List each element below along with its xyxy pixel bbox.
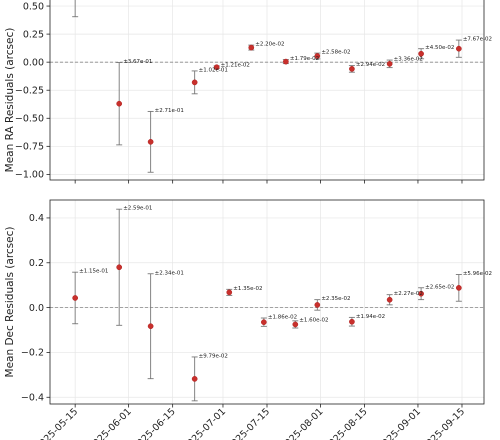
x-tick-label-8: 2025-09-15 [420, 406, 467, 440]
ra-error-label-1: ±3.67e-01 [123, 59, 152, 65]
dec-point-11 [455, 285, 462, 291]
ra-error-label-3: ±1.02e-01 [199, 67, 228, 73]
dec-point-7 [314, 302, 321, 308]
dec-plot-frame [49, 199, 485, 405]
dec-error-label-0: ±1.15e-01 [79, 269, 108, 275]
ra-y-tick-label-1: 0.25 [23, 29, 44, 40]
x-tick-label-7: 2025-09-01 [376, 406, 423, 440]
dec-error-label-6: ±1.60e-02 [299, 317, 328, 323]
ra-error-label-6: ±1.79e-02 [290, 56, 319, 62]
ra-plot-frame [49, 0, 485, 181]
dec-error-label-11: ±5.96e-02 [463, 271, 492, 277]
ra-point-4 [213, 64, 220, 71]
dec-error-label-8: ±1.94e-02 [356, 314, 385, 320]
dec-point-2 [147, 323, 154, 330]
ra-error-label-9: ±3.36e-02 [394, 57, 423, 63]
x-tick-label-5: 2025-08-01 [279, 406, 326, 440]
dec-point-4 [226, 289, 233, 296]
ra-y-tick-label-0: 0.50 [23, 1, 44, 12]
ra-point-10 [418, 50, 424, 57]
ra-error-label-4: ±1.21e-02 [221, 62, 250, 68]
x-tick-label-2: 2025-06-15 [131, 406, 178, 440]
dec-point-1 [116, 264, 123, 271]
ra-y-axis-label: Mean RA Residuals (arcsec) [4, 28, 16, 173]
dec-y-tick-label-1: 0.2 [29, 258, 44, 269]
dec-point-8 [349, 318, 355, 325]
ra-point-6 [283, 58, 289, 65]
x-tick-label-6: 2025-08-15 [323, 406, 370, 440]
x-tick-label-4: 2025-07-15 [225, 406, 272, 440]
ra-y-tick-label-4: −0.50 [15, 114, 44, 125]
dec-plot-area [50, 200, 484, 404]
dec-y-tick-label-3: −0.2 [21, 348, 44, 359]
ra-point-3 [191, 79, 198, 86]
dec-error-label-5: ±1.86e-02 [268, 315, 297, 321]
ra-y-tick-label-3: −0.25 [15, 86, 44, 97]
ra-plot-area [50, 0, 484, 180]
dec-error-label-7: ±2.35e-02 [321, 296, 350, 302]
dec-error-label-3: ±9.79e-02 [199, 353, 228, 359]
dec-error-label-2: ±2.34e-01 [155, 270, 184, 276]
ra-point-2 [147, 138, 154, 145]
ra-residuals-panel: 0.50 0.25 0.00 −0.25 −0.50 −0.75 −1.00 ±3.67e-0… [4, 0, 492, 184]
ra-y-tick-label-5: −0.75 [15, 142, 44, 153]
ra-error-label-10: ±4.50e-02 [425, 45, 454, 51]
ra-error-label-11: ±7.67e-02 [463, 37, 492, 43]
dec-point-10 [418, 290, 424, 297]
dec-point-3 [191, 376, 198, 382]
ra-point-5 [248, 44, 255, 51]
dec-residuals-panel: 0.4 0.2 0.0 −0.2 −0.4 ±1.15e-01 ±2.59e-01 ±2.34… [4, 199, 492, 408]
dec-y-tick-label-0: 0.4 [29, 213, 44, 224]
ra-point-1 [116, 100, 123, 107]
dec-error-label-9: ±2.27e-02 [394, 291, 423, 297]
dec-y-tick-label-2: 0.0 [29, 303, 44, 314]
dec-error-label-4: ±1.35e-02 [233, 286, 262, 292]
x-tick-label-1: 2025-06-01 [87, 406, 134, 440]
x-tick-label-0: 2025-05-15 [33, 406, 80, 440]
ra-error-label-7: ±2.58e-02 [321, 50, 350, 56]
dec-point-5 [261, 319, 267, 326]
ra-y-tick-label-2: 0.00 [23, 57, 44, 68]
dec-y-tick-label-4: −0.4 [21, 393, 44, 404]
dec-error-label-10: ±2.65e-02 [425, 284, 454, 290]
ra-error-label-8: ±2.94e-02 [356, 62, 385, 68]
dec-point-0 [72, 295, 79, 301]
ra-error-label-5: ±2.20e-02 [255, 42, 284, 48]
ra-point-11 [455, 45, 462, 52]
dec-error-label-1: ±2.59e-01 [123, 206, 152, 212]
ra-point-7 [314, 53, 321, 59]
x-tick-label-3: 2025-07-01 [181, 406, 228, 440]
ra-error-label-2: ±2.71e-01 [155, 108, 184, 114]
ra-point-9 [386, 61, 393, 67]
dec-point-9 [386, 296, 393, 303]
dec-y-axis-label: Mean Dec Residuals (arcsec) [4, 227, 16, 378]
ra-y-tick-label-6: −1.00 [15, 170, 44, 181]
ra-point-8 [349, 66, 355, 72]
dec-point-6 [292, 321, 299, 328]
